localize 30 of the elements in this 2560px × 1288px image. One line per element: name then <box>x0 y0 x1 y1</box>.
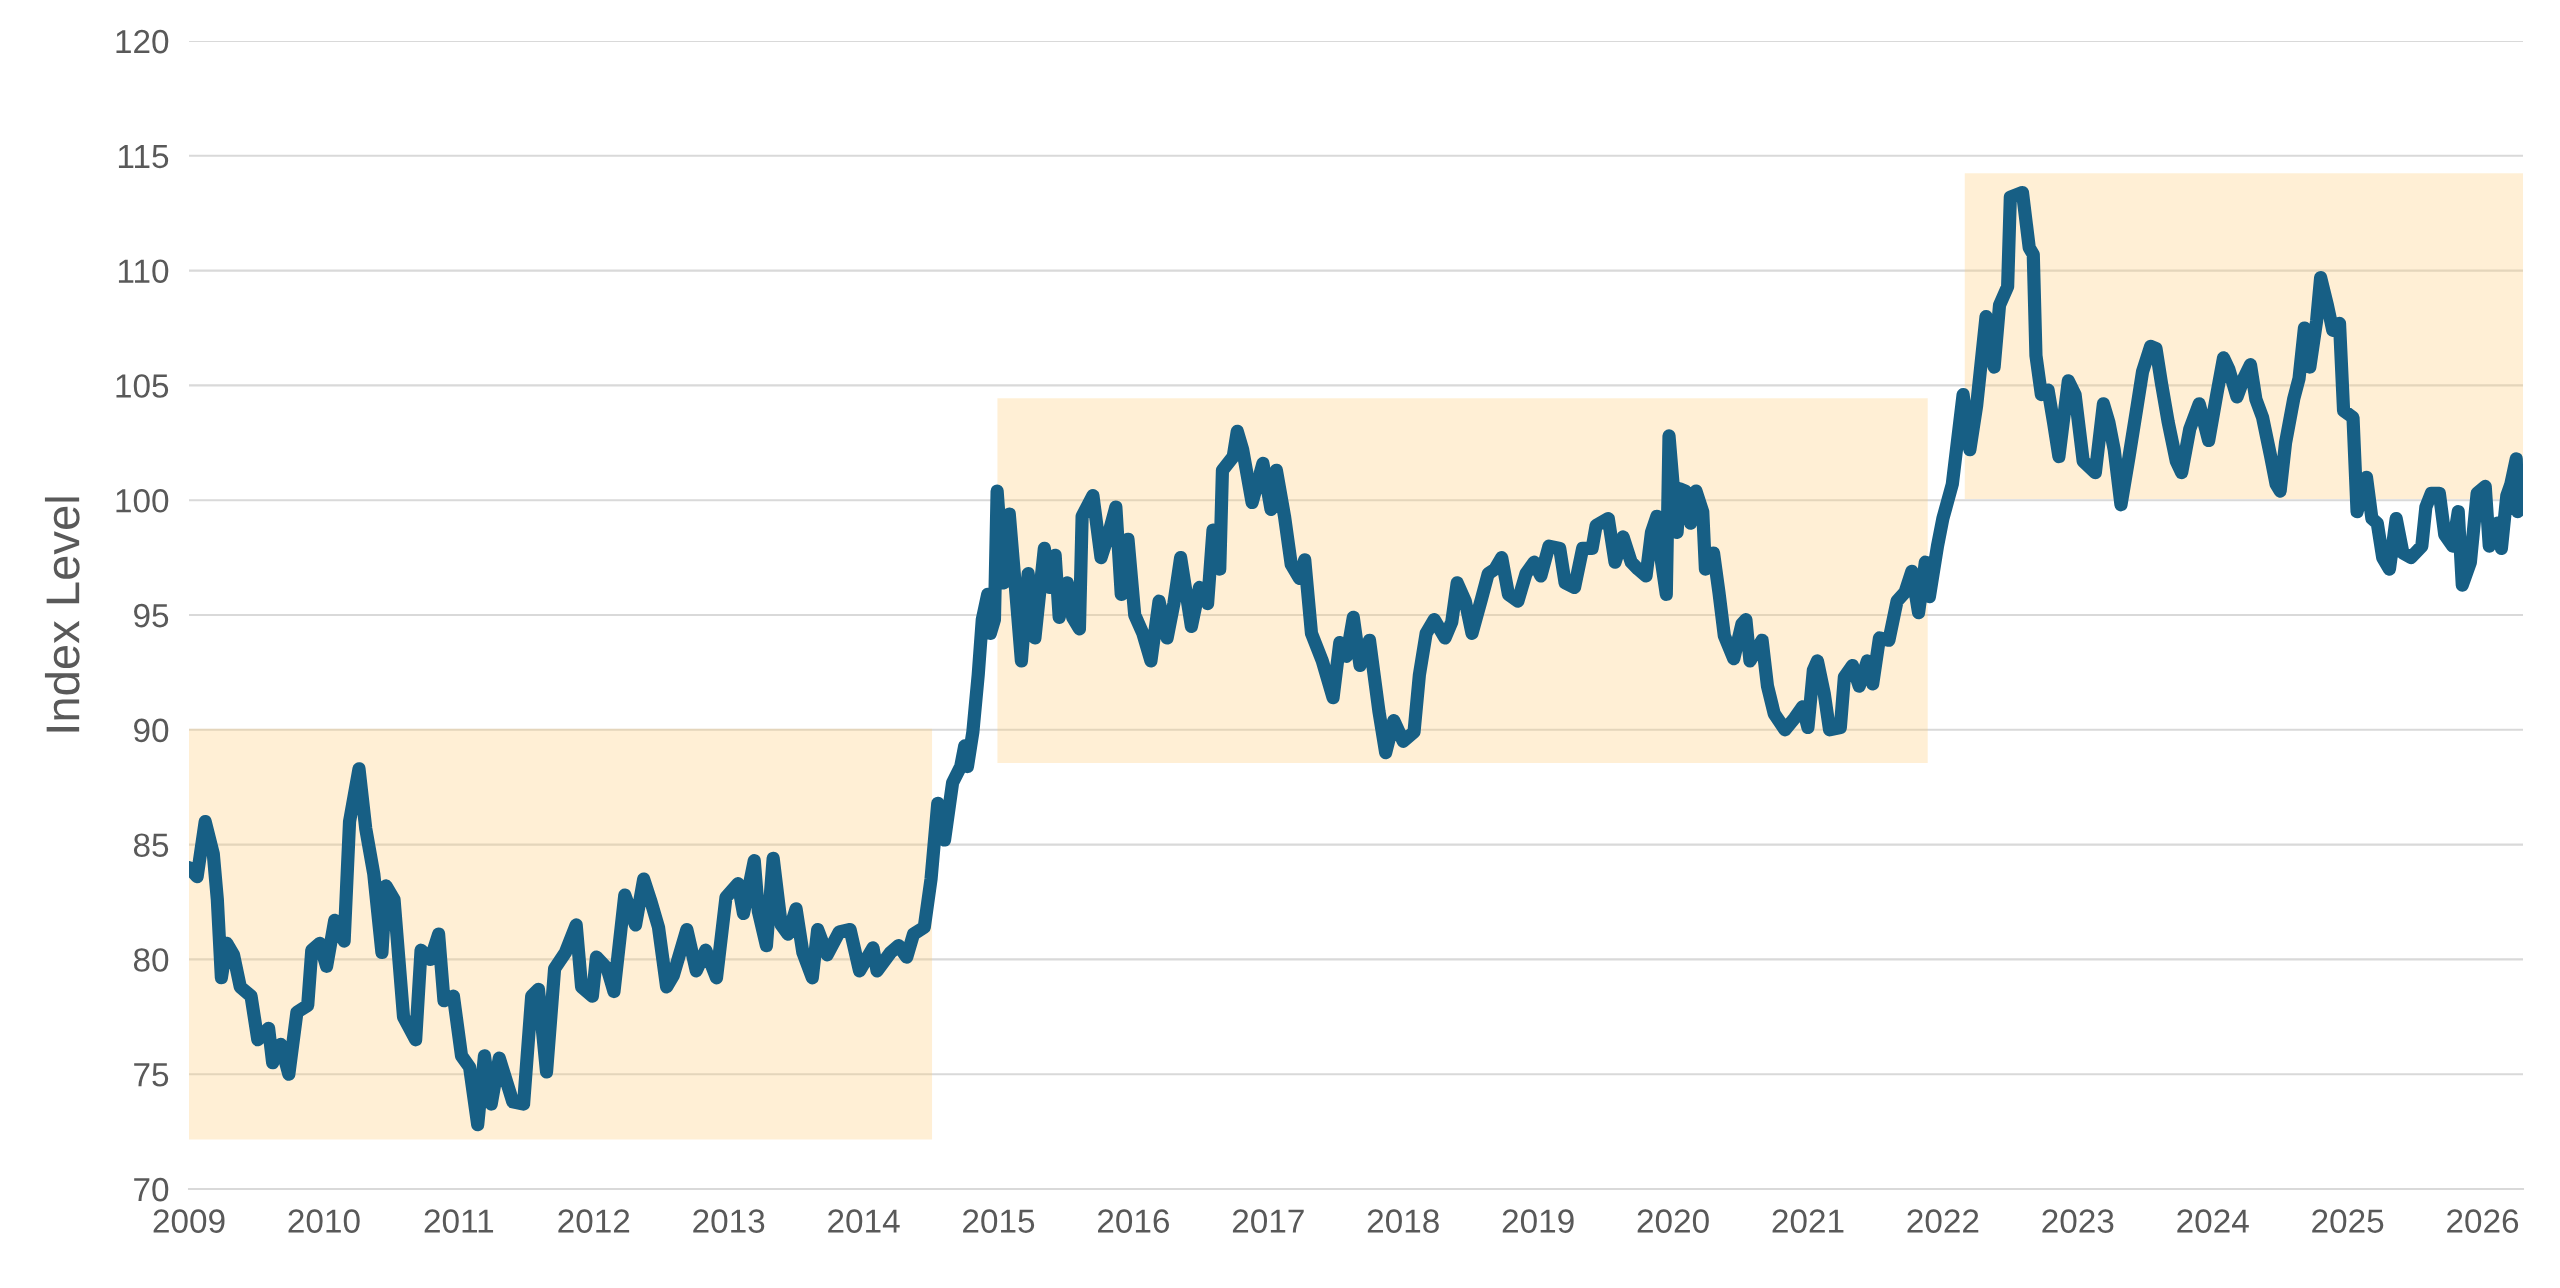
y-tick-label: 105 <box>116 374 169 398</box>
x-tick-label: 2024 <box>2177 1209 2249 1233</box>
x-tick-label: 2009 <box>153 1209 225 1233</box>
y-tick-label: 90 <box>134 718 169 743</box>
x-tick-label: 2022 <box>1907 1209 1979 1233</box>
x-tick-label: 2018 <box>1367 1209 1439 1233</box>
x-tick-label: 2020 <box>1637 1209 1709 1233</box>
y-tick-label: 110 <box>118 259 169 284</box>
y-tick-label: 115 <box>118 144 169 169</box>
y-tick-label: 85 <box>133 833 169 858</box>
x-tick-label: 2017 <box>1232 1209 1304 1233</box>
x-tick-label: 2016 <box>1098 1209 1170 1233</box>
x-tick-label: 2011 <box>424 1209 494 1233</box>
y-tick-label: 70 <box>134 1177 169 1202</box>
y-tick-label: 120 <box>116 29 169 54</box>
x-tick-label: 2012 <box>558 1209 630 1233</box>
x-tick-label: 2026 <box>2447 1209 2519 1233</box>
y-tick-label: 100 <box>116 489 169 513</box>
x-tick-label: 2021 <box>1772 1209 1844 1233</box>
x-tick-label: 2023 <box>2042 1209 2114 1233</box>
x-tick-label: 2019 <box>1502 1209 1574 1233</box>
x-tick-label: 2014 <box>828 1209 900 1233</box>
x-tick-label: 2013 <box>693 1209 765 1233</box>
x-tick-label: 2010 <box>288 1209 360 1233</box>
x-tick-label: 2025 <box>2312 1209 2384 1233</box>
y-axis-title: Index Level <box>44 497 80 732</box>
x-tick-label: 2015 <box>963 1209 1035 1233</box>
y-tick-label: 80 <box>133 948 169 972</box>
y-tick-label: 95 <box>134 603 169 628</box>
y-tick-label: 75 <box>134 1063 169 1087</box>
